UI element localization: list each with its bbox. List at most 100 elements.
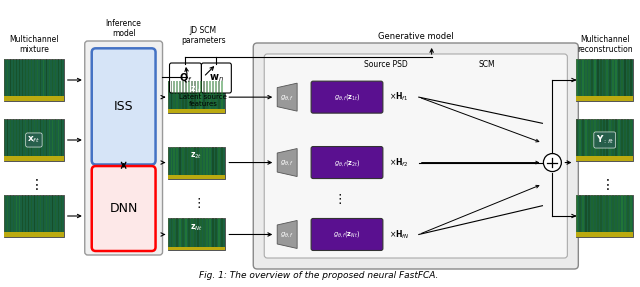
Bar	[191, 81, 193, 109]
Bar	[618, 195, 620, 232]
Text: Generative model: Generative model	[378, 32, 454, 41]
Text: $\mathbf{x}_{ft}$: $\mathbf{x}_{ft}$	[28, 135, 40, 145]
FancyBboxPatch shape	[92, 48, 156, 164]
Bar	[46, 59, 47, 96]
Bar	[40, 195, 42, 232]
Bar	[212, 218, 214, 247]
Bar	[46, 195, 47, 232]
Bar	[609, 59, 611, 96]
Bar	[604, 59, 605, 96]
Bar	[61, 119, 62, 156]
Bar	[221, 147, 223, 175]
Bar	[191, 218, 193, 247]
Bar	[182, 81, 184, 109]
Bar	[627, 195, 628, 232]
Bar	[216, 218, 217, 247]
Text: $\mathbf{z}_{1t}$: $\mathbf{z}_{1t}$	[190, 85, 202, 95]
Bar	[624, 119, 626, 156]
Text: $g_{\theta,f}(\mathbf{z}_{2t})$: $g_{\theta,f}(\mathbf{z}_{2t})$	[333, 158, 360, 168]
Bar	[28, 59, 29, 96]
Bar	[624, 195, 626, 232]
Bar	[4, 195, 6, 232]
Text: Multichannel
reconstruction: Multichannel reconstruction	[577, 35, 632, 54]
Bar	[179, 218, 181, 247]
Text: $\mathbf{z}_{2t}$: $\mathbf{z}_{2t}$	[190, 150, 202, 161]
Text: $\vdots$: $\vdots$	[333, 191, 342, 205]
Bar	[621, 195, 623, 232]
Bar	[52, 195, 53, 232]
Bar	[55, 195, 56, 232]
FancyBboxPatch shape	[92, 166, 156, 251]
Bar	[4, 59, 64, 101]
Bar	[4, 119, 64, 161]
Text: Multichannel
mixture: Multichannel mixture	[9, 35, 59, 54]
Bar	[10, 195, 12, 232]
Bar	[195, 147, 196, 175]
FancyBboxPatch shape	[311, 147, 383, 179]
Bar	[618, 119, 620, 156]
Bar	[28, 195, 29, 232]
Text: Latent source
features: Latent source features	[179, 94, 227, 107]
Bar	[577, 119, 578, 156]
Bar	[177, 81, 178, 109]
Bar	[630, 119, 632, 156]
Bar	[582, 119, 584, 156]
Bar	[168, 81, 225, 113]
Text: $\times\mathbf{H}_{fN}$: $\times\mathbf{H}_{fN}$	[389, 228, 410, 241]
Bar	[37, 195, 38, 232]
Bar	[591, 119, 593, 156]
Bar	[168, 218, 169, 247]
Bar	[4, 156, 64, 161]
Bar	[588, 119, 590, 156]
Text: $\vdots$: $\vdots$	[29, 177, 39, 193]
Text: DNN: DNN	[109, 202, 138, 215]
FancyBboxPatch shape	[264, 54, 567, 258]
Text: $\mathbf{Q}_f$: $\mathbf{Q}_f$	[179, 71, 192, 85]
Bar	[582, 195, 584, 232]
Text: SCM: SCM	[479, 60, 495, 69]
Bar	[195, 218, 196, 247]
Bar	[13, 59, 15, 96]
Text: Fig. 1: The overview of the proposed neural FastFCA.: Fig. 1: The overview of the proposed neu…	[200, 271, 439, 280]
Bar	[186, 81, 187, 109]
Bar	[52, 59, 53, 96]
Bar	[61, 195, 62, 232]
Bar	[49, 59, 51, 96]
FancyBboxPatch shape	[253, 43, 579, 269]
Bar	[606, 59, 608, 96]
Bar	[177, 218, 178, 247]
Bar	[597, 59, 599, 96]
Bar	[615, 59, 617, 96]
Bar	[604, 119, 605, 156]
Bar	[207, 147, 208, 175]
Bar	[58, 59, 60, 96]
Bar	[207, 81, 208, 109]
Bar	[591, 59, 593, 96]
Bar	[31, 59, 33, 96]
Bar	[58, 119, 60, 156]
Text: $\vdots$: $\vdots$	[192, 195, 201, 210]
Bar	[25, 119, 26, 156]
Bar	[173, 147, 175, 175]
Bar	[52, 119, 53, 156]
Bar	[630, 59, 632, 96]
Bar	[19, 119, 20, 156]
Bar	[43, 119, 44, 156]
Bar	[200, 147, 202, 175]
Bar	[55, 59, 56, 96]
Bar	[218, 81, 220, 109]
Bar	[209, 81, 211, 109]
Bar	[197, 81, 199, 109]
Bar	[170, 147, 172, 175]
Bar	[204, 81, 205, 109]
Bar	[618, 59, 620, 96]
Bar	[612, 119, 614, 156]
Bar	[577, 59, 633, 101]
Bar	[609, 119, 611, 156]
Bar	[627, 59, 628, 96]
Bar	[612, 59, 614, 96]
Bar	[630, 195, 632, 232]
Bar	[173, 81, 175, 109]
Bar	[577, 195, 578, 232]
Bar	[579, 59, 581, 96]
